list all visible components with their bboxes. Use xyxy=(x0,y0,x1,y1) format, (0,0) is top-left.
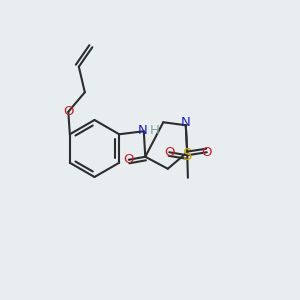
Text: O: O xyxy=(164,146,175,159)
Text: S: S xyxy=(183,148,192,163)
Text: H: H xyxy=(150,124,160,137)
Text: O: O xyxy=(202,146,212,159)
Text: N: N xyxy=(137,124,147,137)
Text: N: N xyxy=(181,116,191,129)
Text: O: O xyxy=(63,105,74,118)
Text: O: O xyxy=(124,153,134,166)
